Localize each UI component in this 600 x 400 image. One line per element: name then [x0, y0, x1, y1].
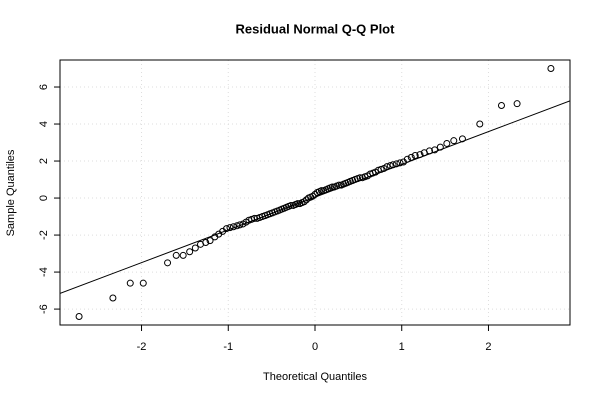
point	[226, 224, 234, 232]
point	[300, 198, 308, 206]
point	[416, 151, 424, 159]
y-tick-label: -4	[38, 267, 50, 277]
point	[109, 294, 117, 302]
point	[431, 146, 439, 154]
point	[403, 155, 411, 163]
point	[443, 139, 451, 147]
x-tick-label: 0	[312, 341, 318, 353]
point	[393, 160, 401, 168]
point	[450, 137, 458, 145]
point	[383, 163, 391, 171]
point	[172, 251, 180, 259]
point	[223, 225, 231, 233]
point	[164, 259, 172, 267]
x-tick-label: 1	[399, 341, 405, 353]
x-tick-label: 2	[485, 341, 491, 353]
point	[356, 174, 364, 182]
y-tick-label: 2	[38, 158, 50, 164]
point	[407, 153, 415, 161]
point	[233, 222, 241, 230]
x-axis-label: Theoretical Quantiles	[263, 371, 367, 383]
y-tick-label: 4	[38, 121, 50, 127]
point	[318, 187, 326, 195]
point	[377, 165, 385, 173]
point	[186, 248, 194, 256]
point	[547, 65, 555, 73]
point	[75, 312, 83, 320]
point	[386, 162, 394, 170]
y-tick-label: -6	[38, 304, 50, 314]
point	[328, 183, 336, 191]
point	[139, 279, 147, 287]
point	[425, 147, 433, 155]
point	[191, 244, 199, 252]
y-tick-label: -2	[38, 230, 50, 240]
point	[436, 143, 444, 151]
point	[126, 279, 134, 287]
point	[251, 214, 259, 222]
point	[458, 135, 466, 143]
point	[497, 102, 505, 110]
point	[389, 161, 397, 169]
point	[287, 201, 295, 209]
y-axis-label: Sample Quantiles	[5, 149, 17, 236]
point	[179, 251, 187, 259]
point	[236, 221, 244, 229]
x-tick-label: -1	[223, 341, 233, 353]
point	[229, 223, 237, 231]
point	[476, 120, 484, 128]
point	[335, 181, 343, 189]
point	[294, 200, 302, 208]
y-tick-label: 0	[38, 195, 50, 201]
y-tick-label: 6	[38, 84, 50, 90]
point	[396, 159, 404, 167]
point	[411, 151, 419, 159]
point	[202, 238, 210, 246]
point	[206, 237, 214, 245]
x-tick-label: -2	[137, 341, 147, 353]
chart-title: Residual Normal Q-Q Plot	[236, 21, 396, 36]
plot-border	[59, 59, 571, 326]
point	[309, 192, 317, 200]
point	[513, 100, 521, 108]
